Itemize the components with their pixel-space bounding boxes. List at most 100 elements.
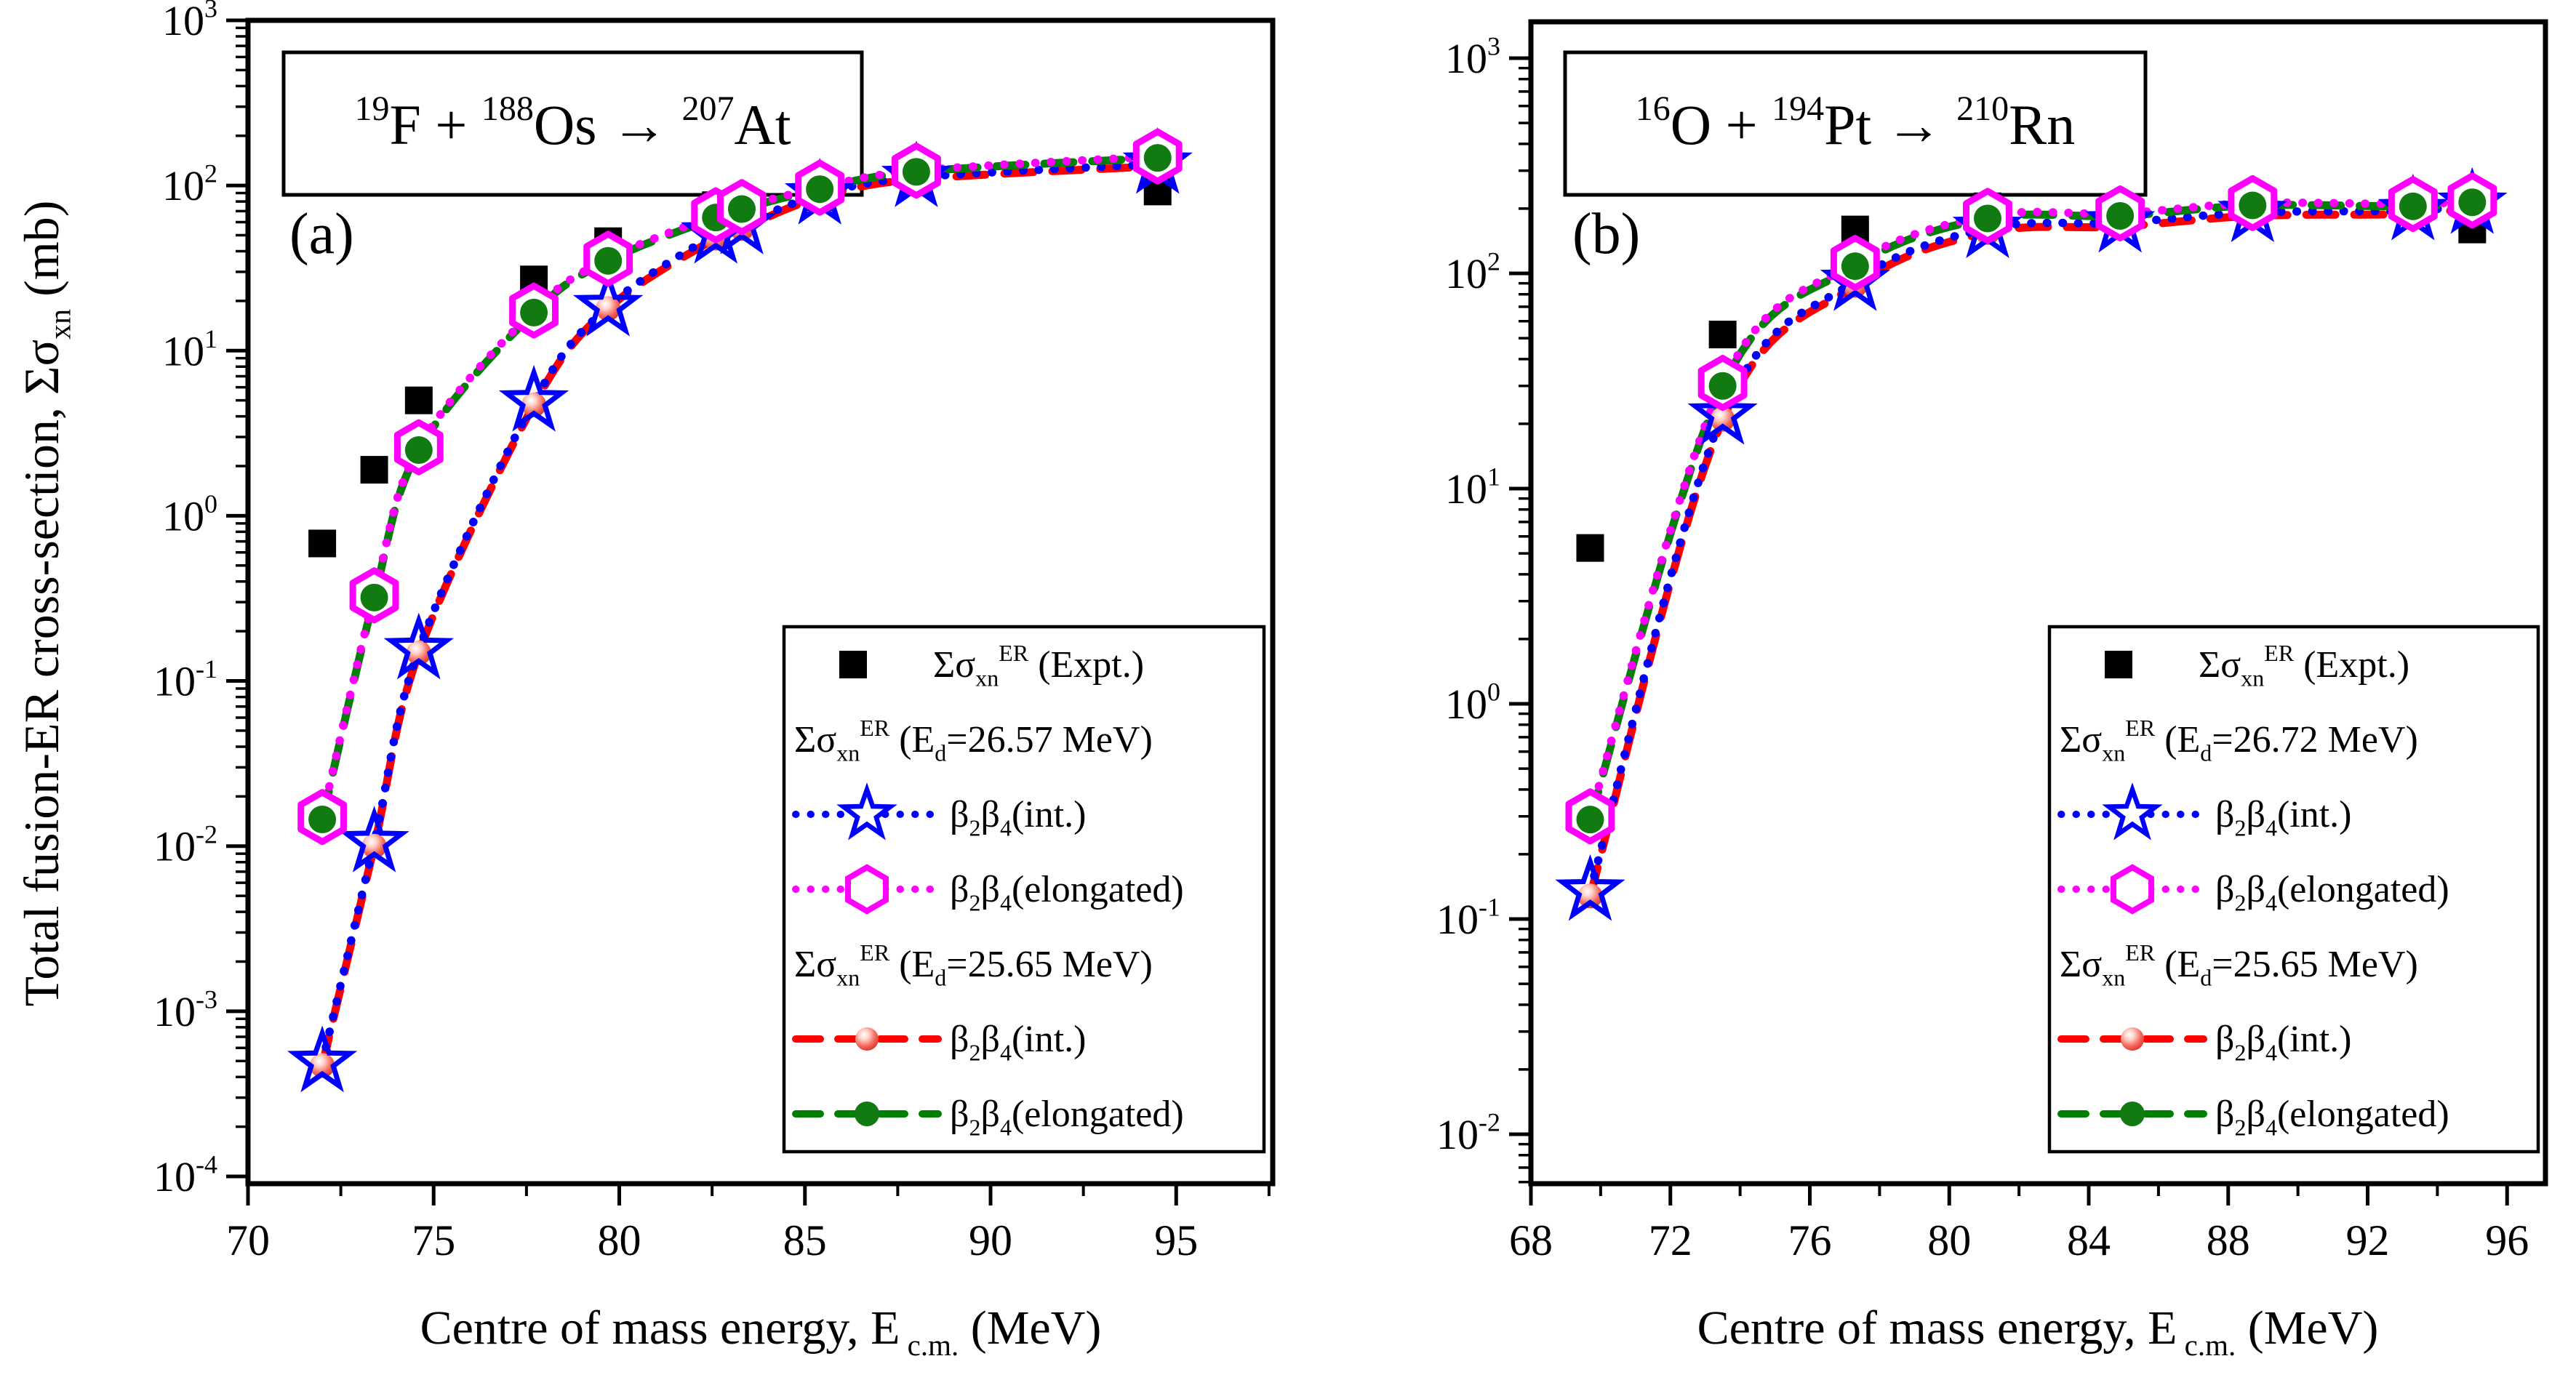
green-circle-marker [902,158,930,186]
y-tick-label: 10-1 [153,654,217,705]
x-tick-label: 95 [1154,1216,1198,1264]
star-marker [339,806,409,872]
legend-star-marker [836,782,897,841]
legend-square-marker [2105,651,2132,678]
legend-label: β2β4(int.) [2215,794,2351,841]
x-tick-label: 85 [783,1216,827,1264]
legend-row: β2β4(elongated) [2057,1094,2449,1141]
y-tick-label: 10-3 [153,984,217,1035]
reaction-title: 19F + 188Os → 207At [354,89,791,156]
legend-hexagon-marker [845,864,889,915]
curve-int-dotted [318,159,1162,1067]
expt-square-marker [308,529,337,558]
x-tick-label: 80 [1927,1216,1971,1264]
series-elongated-markers [1565,172,2497,845]
x-tick-label: 72 [1649,1216,1692,1264]
legend-header: ΣσxnER (Ed=26.57 MeV) [794,715,1153,766]
x-tick-label: 96 [2485,1216,2529,1264]
green-circle-marker [1841,252,1869,281]
x-tick-label: 84 [2067,1216,2111,1264]
x-tick-label: 76 [1788,1216,1832,1264]
y-tick-label: 102 [1445,247,1500,297]
y-tick-label: 101 [1445,462,1500,513]
legend-row: β2β4(elongated) [792,864,1184,916]
red-sphere-marker [1577,883,1603,909]
legend-row: ΣσxnER (Ed=26.72 MeV) [2060,715,2418,766]
legend-hexagon-marker [2111,864,2154,915]
y-tick-label: 100 [162,489,217,539]
legend-row: ΣσxnER (Ed=26.57 MeV) [794,715,1153,766]
legend-row: β2β4(int.) [792,782,1086,841]
y-tick-label: 10-2 [1436,1108,1500,1158]
green-circle-marker [308,806,337,834]
y-tick-label: 100 [1445,678,1500,728]
legend-label: β2β4(int.) [2215,1019,2351,1066]
legend-row: β2β4(int.) [2057,1019,2351,1066]
green-circle-marker [1708,372,1737,400]
x-tick-label: 90 [969,1216,1012,1264]
legend-label: β2β4(elongated) [2215,869,2449,916]
x-axis-label: Centre of mass energy, E c.m. (MeV) [420,1301,1102,1362]
reaction-title-box [281,50,864,197]
legend-row: β2β4(int.) [792,1019,1086,1066]
panel-tag: (b) [1572,202,1640,266]
green-circle-marker [594,246,623,275]
legend-row: ΣσxnER (Ed=25.65 MeV) [2060,939,2418,990]
y-tick-label: 103 [162,0,217,44]
legend-header: ΣσxnER (Ed=26.72 MeV) [2060,715,2418,766]
panel-a: 70 75 80 85 90 95 103 102 101 100 10-1 10-2 10-3 10-4… [153,0,1276,1362]
green-circle-marker [2399,192,2427,220]
x-tick-label: 70 [226,1216,270,1264]
legend-square-marker [839,651,867,678]
red-sphere-marker [361,833,387,859]
legend-circle-marker [855,1102,879,1126]
legend-label: β2β4(int.) [950,794,1086,841]
star-marker [287,1025,358,1093]
expt-square-marker [404,386,433,414]
legend-sphere-marker [2121,1027,2144,1051]
green-circle-marker [2458,188,2487,217]
green-circle-marker [404,436,433,465]
legend-row: ΣσxnER (Expt.) [839,640,1144,691]
series-elongated-markers [297,128,1183,846]
green-circle-marker [360,583,388,611]
curve-elongated-dotted [1585,196,2477,821]
green-circle-marker [1576,806,1604,834]
y-tick-label: 10-2 [153,819,217,870]
legend-circle-marker [2120,1102,2145,1126]
red-sphere-marker [521,392,547,417]
legend-row: ΣσxnER (Ed=25.65 MeV) [794,939,1153,990]
legend-label: β2β4(elongated) [950,1094,1184,1141]
legend-row: β2β4(int.) [2057,782,2351,841]
curve-elongated-dashed [318,153,1162,824]
legend-header: ΣσxnER (Ed=25.65 MeV) [794,939,1153,990]
reaction-title: 16O + 194Pt → 210Rn [1636,89,2075,156]
green-circle-marker [1973,204,2001,233]
panel-tag: (a) [289,202,354,266]
legend-label: β2β4(elongated) [950,869,1184,916]
star-marker [1687,378,1758,445]
green-circle-marker [2239,191,2267,220]
green-circle-marker [2106,201,2135,230]
legend-row: β2β4(elongated) [2057,864,2449,916]
legend-star-marker [2102,782,2163,841]
panel-b: 68 72 76 80 84 88 92 96 103 102 101 100 10-1 10-2 16O … [1436,19,2548,1362]
x-tick-label: 92 [2346,1216,2390,1264]
x-tick-label: 80 [598,1216,641,1264]
legend-label: ΣσxnER (Expt.) [933,640,1144,691]
y-tick-label: 103 [1445,32,1500,82]
red-sphere-marker [406,640,431,665]
green-circle-marker [520,298,548,326]
green-circle-marker [1143,144,1172,172]
red-sphere-marker [310,1053,335,1078]
star-marker [498,364,569,432]
y-axis-label: Total fusion-ER cross-section, Σσxn (mb) [14,201,77,1007]
curve-elongated-dotted [318,152,1162,822]
legend-sphere-marker [855,1027,879,1051]
plot-frame [1528,19,2548,1187]
y-tick-label: 102 [162,159,217,209]
star-marker [383,612,455,680]
x-tick-label: 68 [1509,1216,1553,1264]
star-marker [1555,854,1625,921]
